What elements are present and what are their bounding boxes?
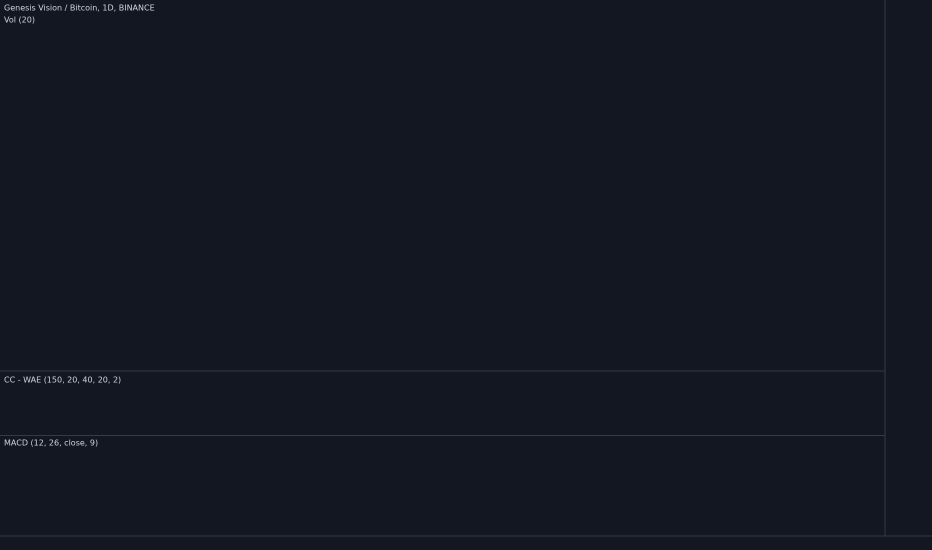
pane-title: CC - WAE (150, 20, 40, 20, 2) <box>4 376 121 385</box>
pane-title: MACD (12, 26, close, 9) <box>4 439 98 448</box>
chart-title: Genesis Vision / Bitcoin, 1D, BINANCE <box>4 4 155 13</box>
pane-title: Vol (20) <box>4 16 35 25</box>
